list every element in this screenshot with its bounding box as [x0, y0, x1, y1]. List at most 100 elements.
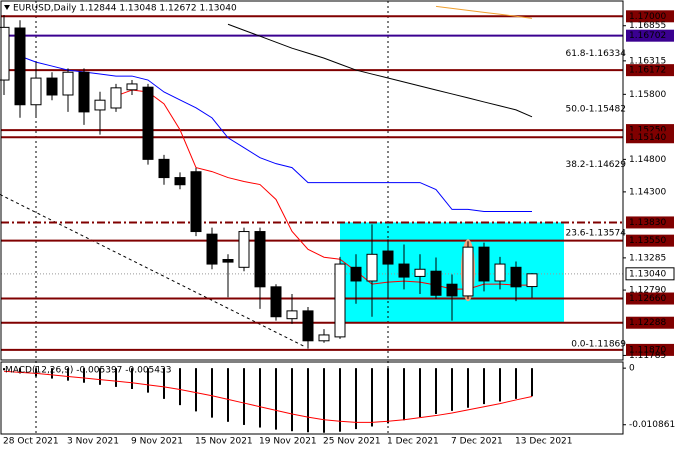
- x-tick-label: 25 Nov 2021: [323, 437, 381, 447]
- indicator-line: [435, 5, 533, 19]
- macd-bar: [83, 368, 85, 383]
- level-label-bg: [626, 292, 674, 305]
- candle-body: [238, 231, 250, 268]
- macd-bar: [195, 368, 197, 412]
- macd-bar: [435, 368, 437, 414]
- candle-body: [494, 263, 506, 282]
- macd-bar: [115, 368, 117, 387]
- x-tick-label: 13 Dec 2021: [515, 437, 573, 447]
- fib-label: 61.8-1.16334: [565, 49, 626, 59]
- candle-body: [14, 27, 26, 106]
- macd-bar: [211, 368, 213, 418]
- macd-bar: [51, 368, 53, 379]
- menu-arrow: [4, 5, 10, 10]
- candle-body: [510, 266, 522, 288]
- candle-body: [478, 246, 490, 282]
- candle-body: [94, 99, 106, 111]
- indicator-line: [19, 55, 532, 212]
- candle-body: [526, 273, 538, 288]
- candle-body: [446, 283, 458, 297]
- level-label: 1.16172: [629, 66, 666, 76]
- level-label: 1.13830: [629, 218, 666, 228]
- candle-body: [126, 83, 138, 91]
- fib-label: 0.0-1.11869: [571, 339, 626, 349]
- macd-bar: [371, 368, 373, 427]
- level-label: 1.12288: [629, 318, 666, 328]
- level-label: 1.13040: [629, 269, 666, 279]
- candle-body: [174, 177, 186, 186]
- macd-bar: [403, 368, 405, 421]
- fib-label: 50.0-1.15482: [565, 105, 626, 115]
- y-tick-label: 1.14300: [629, 187, 666, 197]
- macd-bar: [163, 368, 165, 399]
- candle-body: [334, 263, 346, 338]
- macd-bar: [467, 368, 469, 408]
- macd-bar: [3, 368, 5, 371]
- candle-body: [286, 310, 298, 320]
- fib-label: 23.6-1.13574: [565, 229, 626, 239]
- candle-body: [62, 71, 74, 96]
- candle-body: [318, 334, 330, 342]
- level-label-bg: [626, 216, 674, 229]
- candle-body: [158, 158, 170, 179]
- level-label-bg: [626, 131, 674, 144]
- candle-body: [0, 26, 10, 81]
- level-label-bg: [626, 29, 674, 42]
- level-label: 1.15250: [629, 126, 666, 136]
- level-label-bg: [626, 10, 674, 23]
- y-tick-label: 1.13285: [629, 253, 666, 263]
- macd-bar: [451, 368, 453, 411]
- candle-body: [462, 246, 474, 297]
- macd-bar: [291, 368, 293, 432]
- y-tick-label: 1.15800: [629, 90, 666, 100]
- macd-bar: [531, 368, 533, 397]
- candle-body: [254, 231, 266, 288]
- macd-bar: [499, 368, 501, 402]
- level-label-bg: [625, 267, 675, 281]
- macd-bar: [147, 368, 149, 393]
- candle-body: [46, 77, 58, 96]
- macd-bar: [419, 368, 421, 418]
- macd-bar: [19, 368, 21, 374]
- macd-bar: [179, 368, 181, 406]
- macd-bar: [243, 368, 245, 425]
- candle-body: [30, 77, 42, 106]
- x-tick-label: 1 Dec 2021: [387, 437, 439, 447]
- level-label-bg: [626, 124, 674, 137]
- macd-bar: [515, 368, 517, 399]
- macd-bar: [323, 368, 325, 433]
- candle-body: [366, 253, 378, 282]
- level-label: 1.13550: [629, 236, 666, 246]
- trendline: [0, 194, 306, 348]
- macd-bar: [275, 368, 277, 430]
- level-label-bg: [626, 64, 674, 77]
- macd-bar: [99, 368, 101, 385]
- candle-body: [110, 87, 122, 109]
- candle-body: [142, 86, 154, 160]
- level-label: 1.16702: [629, 31, 666, 41]
- x-tick-label: 19 Nov 2021: [259, 437, 317, 447]
- level-label: 1.17000: [629, 12, 666, 22]
- y-tick-label: -0.010861: [629, 420, 675, 430]
- macd-bar: [307, 368, 309, 433]
- candle-body: [78, 71, 90, 113]
- x-tick-label: 28 Oct 2021: [3, 437, 59, 447]
- macd-bar: [259, 368, 261, 428]
- chart-title: EURUSD,Daily 1.12844 1.13048 1.12672 1.1…: [13, 4, 237, 14]
- macd-bar: [35, 368, 37, 377]
- candle-body: [414, 268, 426, 277]
- macd-bar: [67, 368, 69, 381]
- candle-body: [350, 266, 362, 282]
- y-tick-label: 1.12790: [629, 286, 666, 296]
- x-tick-label: 9 Nov 2021: [131, 437, 183, 447]
- macd-title: MACD(12,26,9) -0.005397 -0.005433: [5, 366, 171, 376]
- candle-body: [222, 259, 234, 263]
- level-label-bg: [626, 316, 674, 329]
- y-tick-label: 1.11785: [629, 351, 666, 361]
- level-label-bg: [626, 343, 674, 356]
- macd-bar: [227, 368, 229, 422]
- candle-body: [190, 171, 202, 233]
- level-label: 1.11870: [629, 345, 666, 355]
- macd-frame: [0, 361, 624, 435]
- macd-bar: [355, 368, 357, 430]
